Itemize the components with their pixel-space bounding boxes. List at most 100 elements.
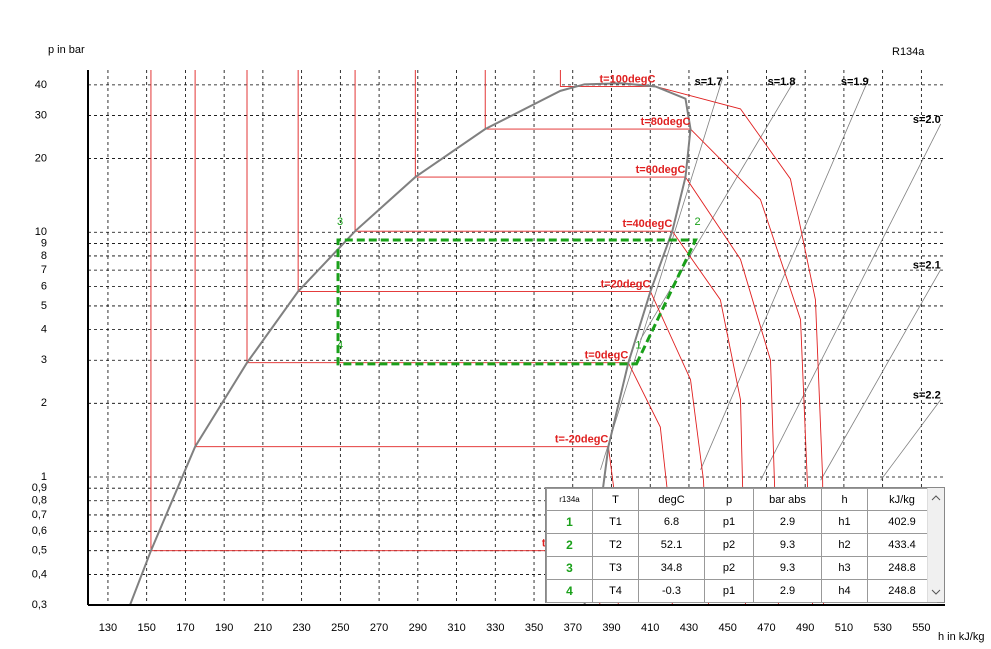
y-tick-label: 8 (41, 250, 47, 262)
table-row[interactable]: 3 T3 34.8 p2 9.3 h3 248.8 (546, 556, 937, 580)
table-cell: r134a (546, 488, 593, 511)
x-tick-label: 130 (99, 622, 117, 634)
table-cell: h3 (821, 556, 868, 580)
isentrope-label: s=1.9 (841, 76, 869, 88)
y-tick-label: 5 (41, 300, 47, 312)
x-tick-label: 310 (447, 622, 465, 634)
y-tick-label: 0,5 (32, 545, 47, 557)
isentrope-label: s=1.7 (695, 76, 723, 88)
table-cell: 2.9 (753, 510, 822, 534)
isotherm-label: t=80degC (641, 116, 691, 128)
table-cell: h1 (821, 510, 868, 534)
table-cell: 2 (546, 533, 593, 557)
table-cell: p2 (704, 533, 754, 557)
table-row[interactable]: 1 T1 6.8 p1 2.9 h1 402.9 (546, 510, 937, 534)
x-tick-label: 170 (176, 622, 194, 634)
x-tick-label: 250 (331, 622, 349, 634)
table-cell: 6.8 (638, 510, 705, 534)
isentrope (820, 269, 942, 481)
y-tick-label: 0,6 (32, 525, 47, 537)
x-tick-label: 450 (719, 622, 737, 634)
isotherm (150, 70, 601, 605)
y-tick-label: 0,3 (32, 599, 47, 611)
table-cell: 433.4 (867, 533, 937, 557)
x-tick-label: 210 (254, 622, 272, 634)
table-cell: T1 (592, 510, 639, 534)
table-row[interactable]: 2 T2 52.1 p2 9.3 h2 433.4 (546, 533, 937, 557)
isotherm-label: t=60degC (636, 164, 686, 176)
y-tick-label: 40 (35, 79, 47, 91)
saturation-curve (129, 82, 692, 605)
scroll-up[interactable] (931, 495, 941, 501)
cycle-point-label: 2 (694, 216, 700, 228)
x-tick-label: 370 (564, 622, 582, 634)
isotherm-label: t=0degC (585, 350, 629, 362)
x-tick-label: 490 (796, 622, 814, 634)
isotherm (354, 70, 746, 605)
table-cell: 2.9 (753, 579, 822, 603)
table-cell: 9.3 (753, 556, 822, 580)
table-cell: 34.8 (638, 556, 705, 580)
table-cell: 248.8 (867, 579, 937, 603)
cycle-point-label: 4 (337, 340, 343, 352)
y-axis-label: p in bar (48, 44, 85, 56)
table-row[interactable]: 4 T4 -0.3 p1 2.9 h4 248.8 (546, 579, 937, 603)
table-cell: 1 (546, 510, 593, 534)
table-cell: h2 (821, 533, 868, 557)
table-cell: h4 (821, 579, 868, 603)
isotherm-label: t=40degC (622, 218, 672, 230)
table-cell: bar abs (753, 488, 822, 511)
x-tick-label: 350 (525, 622, 543, 634)
x-tick-label: 430 (680, 622, 698, 634)
x-tick-label: 150 (138, 622, 156, 634)
y-tick-label: 7 (41, 264, 47, 276)
table-cell: h (821, 488, 868, 511)
table-cell: 52.1 (638, 533, 705, 557)
x-tick-label: 230 (292, 622, 310, 634)
table-cell: T (592, 488, 639, 511)
isotherm (414, 70, 779, 605)
x-tick-label: 290 (409, 622, 427, 634)
y-tick-label: 0,4 (32, 568, 47, 580)
isentrope-label: s=2.0 (913, 114, 941, 126)
y-tick-label: 1 (41, 471, 47, 483)
isentrope (600, 78, 723, 470)
table-cell: T4 (592, 579, 639, 603)
isentrope-label: s=1.8 (768, 76, 796, 88)
x-axis-label: h in kJ/kg (938, 631, 984, 643)
y-tick-label: 20 (35, 152, 47, 164)
y-tick-label: 0,9 (32, 482, 47, 494)
x-tick-label: 270 (370, 622, 388, 634)
scroll-down[interactable] (931, 589, 941, 595)
table-cell: p (704, 488, 754, 511)
x-tick-label: 470 (757, 622, 775, 634)
y-tick-label: 3 (41, 354, 47, 366)
isotherm-label: t=100degC (600, 73, 656, 85)
isotherm-label: t=20degC (601, 278, 651, 290)
y-tick-label: 4 (41, 324, 47, 336)
table-cell: -0.3 (638, 579, 705, 603)
table-cell: p2 (704, 556, 754, 580)
scrollbar[interactable] (927, 488, 944, 602)
scrollbar-arrows (931, 495, 941, 595)
isentrope-label: s=2.2 (913, 390, 941, 402)
y-tick-label: 0,8 (32, 495, 47, 507)
cycle (336, 238, 698, 366)
table-cell: T3 (592, 556, 639, 580)
y-tick-label: 10 (35, 226, 47, 238)
table-cell: 3 (546, 556, 593, 580)
y-tick-label: 30 (35, 109, 47, 121)
isotherm (484, 70, 813, 605)
isentrope (880, 399, 942, 481)
y-tick-label: 0,7 (32, 509, 47, 521)
x-tick-label: 390 (602, 622, 620, 634)
x-tick-label: 530 (873, 622, 891, 634)
table-cell: p1 (704, 510, 754, 534)
x-tick-label: 410 (641, 622, 659, 634)
x-tick-label: 330 (486, 622, 504, 634)
y-tick-label: 2 (41, 397, 47, 409)
